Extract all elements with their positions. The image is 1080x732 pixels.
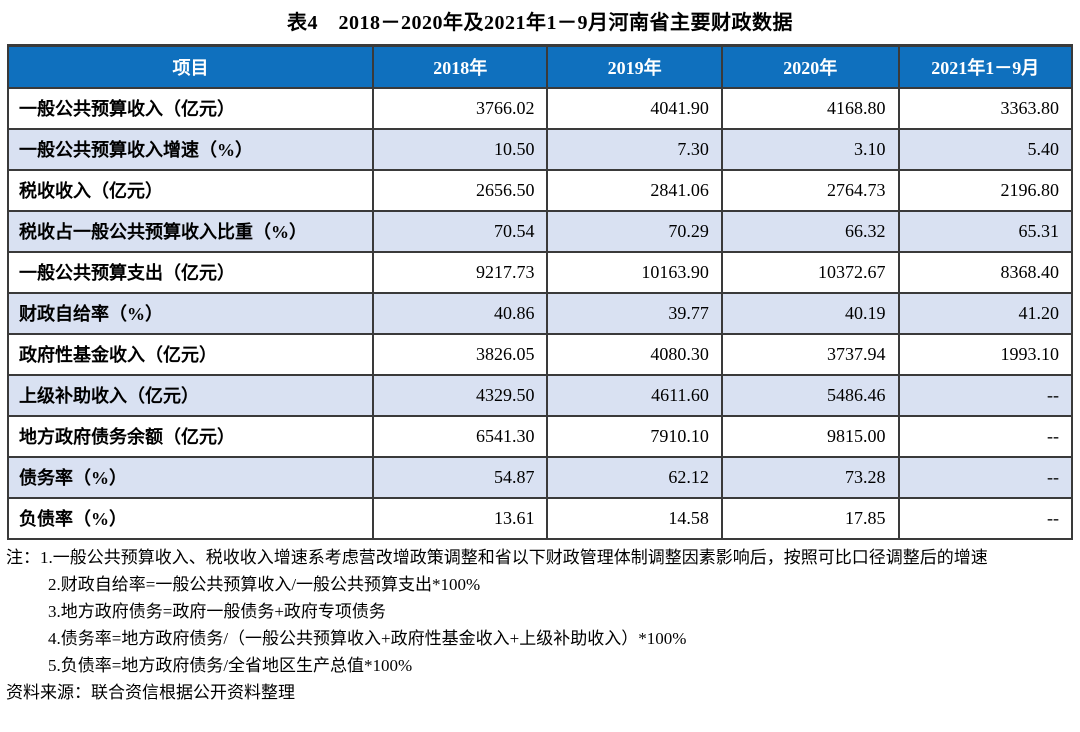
footnote-5: 5.负债率=地方政府债务/全省地区生产总值*100%: [48, 655, 413, 675]
table-cell: 3.10: [720, 127, 900, 171]
table-cell: 66.32: [720, 209, 900, 253]
table-cell: 13.61: [371, 496, 549, 540]
header-2020: 2020年: [720, 44, 900, 89]
table-cell: 2841.06: [546, 168, 723, 212]
table-cell: 17.85: [720, 496, 900, 540]
table-row: 地方政府债务余额（亿元） 6541.30 7910.10 9815.00 --: [7, 414, 1074, 458]
table-cell: 7910.10: [546, 414, 723, 458]
table-cell: 65.31: [897, 209, 1074, 253]
row-label: 财政自给率（%）: [7, 291, 374, 335]
table-cell: 70.29: [546, 209, 723, 253]
table-cell: 4080.30: [546, 332, 723, 376]
table-row: 一般公共预算收入增速（%） 10.50 7.30 3.10 5.40: [7, 127, 1074, 171]
table-title: 表4 2018－2020年及2021年1－9月河南省主要财政数据: [287, 12, 793, 34]
footnotes: 注：1.一般公共预算收入、税收收入增速系考虑营改增政策调整和省以下财政管理体制调…: [2, 544, 1078, 706]
table-row: 负债率（%） 13.61 14.58 17.85 --: [7, 496, 1074, 540]
table-cell: 73.28: [720, 455, 900, 499]
table-cell: 10372.67: [720, 250, 900, 294]
table-body: 一般公共预算收入（亿元） 3766.02 4041.90 4168.80 3363.80…: [7, 86, 1074, 540]
footnote-4: 4.债务率=地方政府债务/（一般公共预算收入+政府性基金收入+上级补助收入）*1…: [48, 628, 687, 648]
table-row: 一般公共预算支出（亿元） 9217.73 10163.90 10372.67 8368.…: [7, 250, 1074, 294]
header-2021-jan-sep: 2021年1－9月: [897, 44, 1074, 89]
table-cell: 10.50: [371, 127, 549, 171]
table-cell: 4168.80: [720, 86, 900, 130]
table-cell: --: [897, 455, 1074, 499]
table-cell: 5.40: [897, 127, 1074, 171]
data-source: 资料来源：联合资信根据公开资料整理: [6, 682, 295, 702]
row-label: 上级补助收入（亿元）: [7, 373, 374, 417]
table-cell: 7.30: [546, 127, 723, 171]
table-cell: 4329.50: [371, 373, 549, 417]
footnote-3: 3.地方政府债务=政府一般债务+政府专项债务: [48, 601, 386, 621]
table-cell: 4611.60: [546, 373, 723, 417]
table-cell: 10163.90: [546, 250, 723, 294]
table-row: 税收占一般公共预算收入比重（%） 70.54 70.29 66.32 65.31: [7, 209, 1074, 253]
table-row: 一般公共预算收入（亿元） 3766.02 4041.90 4168.80 3363.80: [7, 86, 1074, 130]
table-cell: --: [897, 496, 1074, 540]
row-label: 税收占一般公共预算收入比重（%）: [7, 209, 374, 253]
table-cell: 6541.30: [371, 414, 549, 458]
row-label: 一般公共预算支出（亿元）: [7, 250, 374, 294]
table-row: 税收收入（亿元） 2656.50 2841.06 2764.73 2196.80: [7, 168, 1074, 212]
table-cell: 40.19: [720, 291, 900, 335]
footnote-1: 注：1.一般公共预算收入、税收收入增速系考虑营改增政策调整和省以下财政管理体制调…: [6, 547, 988, 567]
header-2019: 2019年: [546, 44, 723, 89]
header-2018: 2018年: [371, 44, 549, 89]
row-label: 地方政府债务余额（亿元）: [7, 414, 374, 458]
table-row: 财政自给率（%） 40.86 39.77 40.19 41.20: [7, 291, 1074, 335]
row-label: 负债率（%）: [7, 496, 374, 540]
table-cell: 70.54: [371, 209, 549, 253]
table-cell: 14.58: [546, 496, 723, 540]
table-cell: 54.87: [371, 455, 549, 499]
table-cell: 41.20: [897, 291, 1074, 335]
row-label: 一般公共预算收入增速（%）: [7, 127, 374, 171]
row-label: 债务率（%）: [7, 455, 374, 499]
table-cell: --: [897, 373, 1074, 417]
table-row: 政府性基金收入（亿元） 3826.05 4080.30 3737.94 1993.10: [7, 332, 1074, 376]
footnote-2: 2.财政自给率=一般公共预算收入/一般公共预算支出*100%: [48, 574, 481, 594]
table-row: 债务率（%） 54.87 62.12 73.28 --: [7, 455, 1074, 499]
table-cell: 2196.80: [897, 168, 1074, 212]
table-cell: --: [897, 414, 1074, 458]
table-cell: 8368.40: [897, 250, 1074, 294]
header-item: 项目: [7, 44, 374, 89]
table-cell: 9815.00: [720, 414, 900, 458]
table-header: 项目 2018年 2019年 2020年 2021年1－9月: [7, 44, 1074, 89]
table-cell: 40.86: [371, 291, 549, 335]
table-cell: 3363.80: [897, 86, 1074, 130]
table-cell: 3766.02: [371, 86, 549, 130]
table-cell: 3826.05: [371, 332, 549, 376]
row-label: 一般公共预算收入（亿元）: [7, 86, 374, 130]
table-cell: 3737.94: [720, 332, 900, 376]
header-row: 项目 2018年 2019年 2020年 2021年1－9月: [7, 44, 1074, 89]
table-cell: 4041.90: [546, 86, 723, 130]
row-label: 税收收入（亿元）: [7, 168, 374, 212]
table-row: 上级补助收入（亿元） 4329.50 4611.60 5486.46 --: [7, 373, 1074, 417]
table-cell: 9217.73: [371, 250, 549, 294]
table-cell: 2656.50: [371, 168, 549, 212]
table-cell: 62.12: [546, 455, 723, 499]
table-cell: 5486.46: [720, 373, 900, 417]
table-cell: 2764.73: [720, 168, 900, 212]
table-cell: 39.77: [546, 291, 723, 335]
fiscal-data-table: 项目 2018年 2019年 2020年 2021年1－9月 一般公共预算收入（…: [7, 44, 1074, 540]
table-cell: 1993.10: [897, 332, 1074, 376]
row-label: 政府性基金收入（亿元）: [7, 332, 374, 376]
